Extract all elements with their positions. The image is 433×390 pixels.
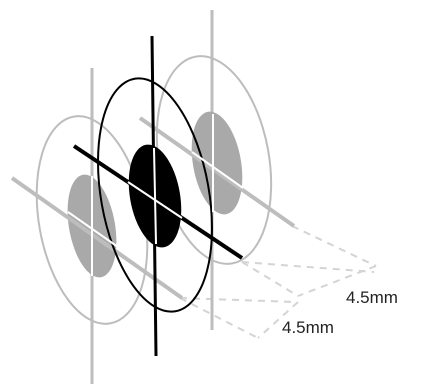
center-spot-horizontal-break bbox=[127, 181, 183, 219]
center-spot-vertical-break bbox=[153, 147, 157, 245]
dimension-tick-lower bbox=[257, 301, 299, 339]
guide-line-center bbox=[241, 261, 375, 273]
dimension-tick-upper bbox=[297, 265, 377, 297]
center-layer bbox=[72, 35, 244, 357]
spacing-guides bbox=[179, 225, 377, 339]
center-layer-ring bbox=[97, 77, 213, 313]
guide-line-center-lower bbox=[241, 261, 299, 297]
spacing-label-upper: 4.5mm bbox=[346, 288, 398, 307]
guide-line-front bbox=[179, 297, 297, 303]
guide-line-back bbox=[291, 225, 377, 267]
back-layer-spot bbox=[191, 111, 243, 215]
grey-spot-breaks bbox=[67, 114, 244, 276]
spacing-label-lower: 4.5mm bbox=[282, 318, 334, 337]
front-spot-horizontal-break bbox=[67, 211, 119, 248]
back-layer-horizontal-axis bbox=[138, 116, 296, 228]
back-spot-horizontal-break bbox=[191, 151, 244, 189]
guide-line-front-lower bbox=[179, 297, 259, 339]
